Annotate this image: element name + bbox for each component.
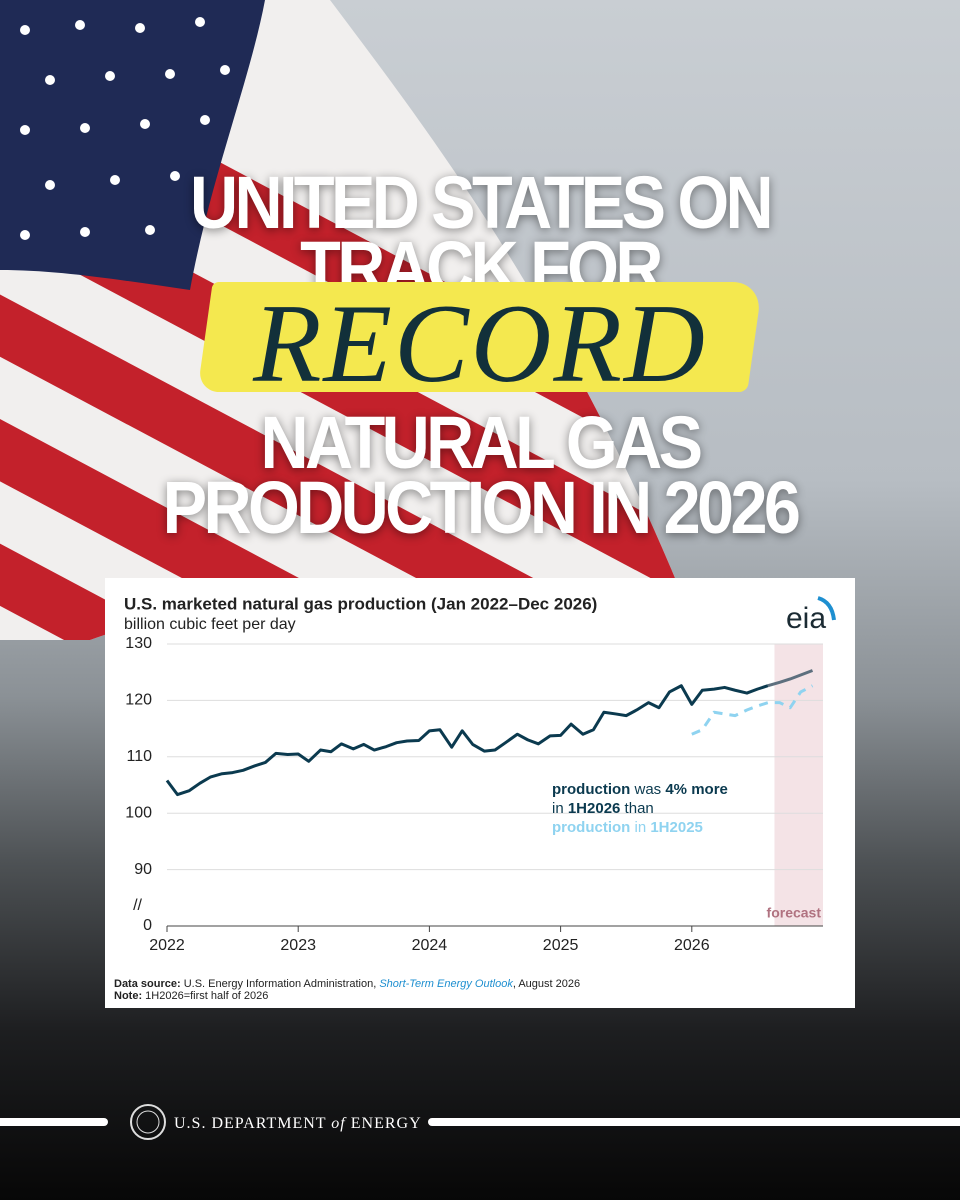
y-tick-label: 90 xyxy=(134,861,152,878)
annotation-part: than xyxy=(620,800,653,817)
x-tick-label: 2025 xyxy=(543,937,579,954)
seal xyxy=(130,1104,166,1140)
source: Data source: U.S. Energy Information Adm… xyxy=(114,978,580,990)
x-tick-label: 2024 xyxy=(412,937,448,954)
headline-emphasis: RECORD xyxy=(253,282,707,406)
annotation-part: 4% more xyxy=(665,781,728,798)
y-tick-label: 110 xyxy=(126,748,152,765)
series-line xyxy=(767,669,814,688)
axis-break: // xyxy=(133,897,142,914)
annotation-part: production xyxy=(552,781,630,798)
y-tick-label: 0 xyxy=(143,917,152,934)
chart-card: U.S. marketed natural gas production (Ja… xyxy=(105,578,855,1008)
agency-energy: ENERGY xyxy=(351,1115,422,1132)
agency-of: of xyxy=(331,1115,347,1132)
note: Note: 1H2026=first half of 2026 xyxy=(114,990,268,1002)
source-text: U.S. Energy Information Administration, xyxy=(181,978,380,990)
forecast-region xyxy=(774,644,823,926)
series-line xyxy=(691,684,814,736)
source-label: Data source: xyxy=(114,978,181,990)
headline-line: NATURAL GAS xyxy=(260,401,704,484)
x-tick-label: 2022 xyxy=(149,937,185,954)
seal xyxy=(136,1110,160,1134)
forecast-label: forecast xyxy=(767,905,822,921)
chart: U.S. marketed natural gas production (Ja… xyxy=(114,594,836,1002)
annotation-part: production xyxy=(552,819,630,836)
source-publication[interactable]: Short-Term Energy Outlook xyxy=(379,978,513,990)
series-line xyxy=(165,684,769,797)
agency: U.S. DEPARTMENT of ENERGY xyxy=(174,1115,422,1132)
annotation-part: 1H2025 xyxy=(650,819,703,836)
annotation-part: in xyxy=(552,800,568,817)
source-date: , August 2026 xyxy=(513,978,580,990)
logo: eia xyxy=(786,602,826,635)
headline-line: PRODUCTION IN 2026 xyxy=(162,466,801,549)
x-tick-label: 2026 xyxy=(674,937,710,954)
annotation-part: was xyxy=(630,781,665,798)
annotation: in 1H2026 than xyxy=(552,800,654,817)
note-label: Note: xyxy=(114,990,142,1002)
agency-name: U.S. DEPARTMENT xyxy=(174,1115,326,1132)
rule xyxy=(428,1118,960,1126)
rule xyxy=(0,1118,108,1126)
chart-title: U.S. marketed natural gas production (Ja… xyxy=(124,594,597,613)
annotation: production in 1H2025 xyxy=(552,819,703,836)
x-tick-label: 2023 xyxy=(280,937,316,954)
annotation-part: in xyxy=(630,819,650,836)
annotation: production was 4% more xyxy=(552,781,728,798)
logo-swoosh xyxy=(817,596,836,621)
chart-subtitle: billion cubic feet per day xyxy=(124,616,296,633)
y-tick-label: 100 xyxy=(125,804,152,821)
note-text: 1H2026=first half of 2026 xyxy=(142,990,268,1002)
footer: U.S. DEPARTMENT of ENERGY xyxy=(0,1104,960,1140)
headline-line: UNITED STATES ON xyxy=(189,161,774,244)
y-tick-label: 120 xyxy=(125,692,152,709)
y-tick-label: 130 xyxy=(125,635,152,652)
annotation-part: 1H2026 xyxy=(568,800,621,817)
